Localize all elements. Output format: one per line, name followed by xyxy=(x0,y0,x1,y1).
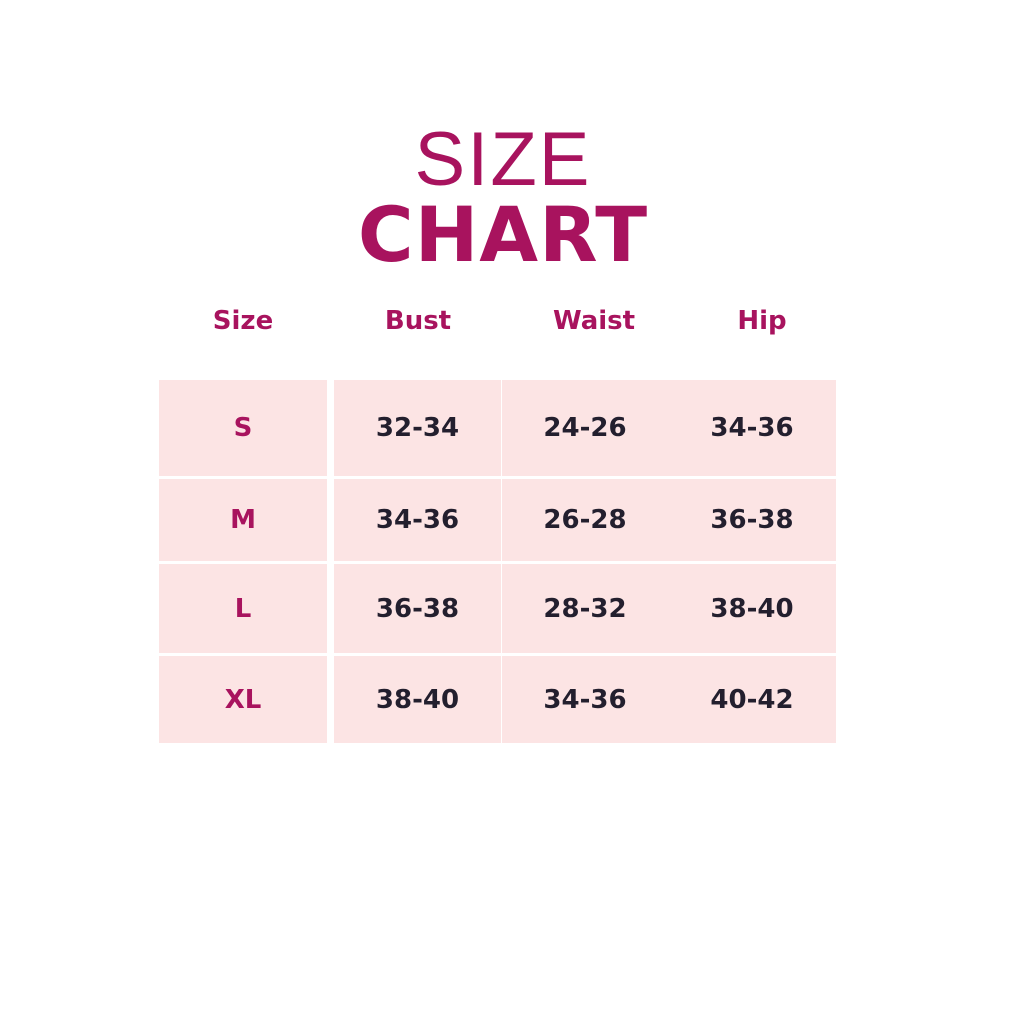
measurement-cell-waist: 34-36 xyxy=(502,656,668,743)
measurement-cell-bust: 32-34 xyxy=(334,380,501,476)
size-label-cell: S xyxy=(159,380,327,476)
measurement-cell-hip: 38-40 xyxy=(668,564,836,653)
size-label-cell: M xyxy=(159,479,327,561)
measurement-cell-bust: 38-40 xyxy=(334,656,501,743)
measurement-cell-bust: 36-38 xyxy=(334,564,501,653)
size-label-cell: XL xyxy=(159,656,327,743)
measurement-cell-hip: 34-36 xyxy=(668,380,836,476)
column-header-hip: Hip xyxy=(737,306,787,336)
measurement-cell-waist: 26-28 xyxy=(502,479,668,561)
size-label-cell: L xyxy=(159,564,327,653)
measurement-cell-waist: 24-26 xyxy=(502,380,668,476)
column-header-size: Size xyxy=(212,306,274,336)
measurement-cell-bust: 34-36 xyxy=(334,479,501,561)
column-header-waist: Waist xyxy=(552,306,636,336)
measurement-cell-waist: 28-32 xyxy=(502,564,668,653)
column-header-bust: Bust xyxy=(384,306,452,336)
measurement-cell-hip: 36-38 xyxy=(668,479,836,561)
title-size: SIZE xyxy=(414,117,592,202)
title-chart: CHART xyxy=(357,190,649,279)
measurement-cell-hip: 40-42 xyxy=(668,656,836,743)
